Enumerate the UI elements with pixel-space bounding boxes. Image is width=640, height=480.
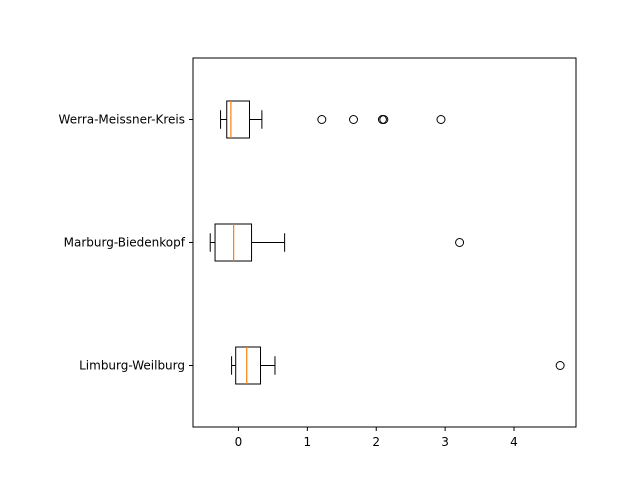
x-tick-label: 0 (235, 435, 243, 449)
box-iqr (226, 100, 250, 139)
y-axis: Limburg-Weilburg Marburg-Biedenkopf Werra-… (59, 113, 193, 373)
outlier-point (379, 115, 389, 124)
axes-frame (192, 57, 577, 428)
x-tick-label: 3 (441, 435, 449, 449)
box-group (209, 223, 465, 262)
box-group (231, 346, 565, 385)
outlier-point (455, 238, 465, 247)
y-tick-label: Limburg-Weilburg (79, 359, 185, 373)
x-tick-label: 4 (510, 435, 518, 449)
box-iqr (235, 346, 262, 385)
plot-area (209, 100, 565, 385)
y-tick-label: Werra-Meissner-Kreis (59, 113, 185, 127)
outlier-point (436, 115, 446, 124)
y-tick-label: Marburg-Biedenkopf (64, 236, 186, 250)
outlier-point (317, 115, 327, 124)
x-tick-label: 1 (304, 435, 312, 449)
box-group (220, 100, 446, 139)
x-axis: 0 1 2 3 4 (235, 427, 518, 449)
outlier-point (555, 361, 565, 370)
x-tick-label: 2 (372, 435, 380, 449)
outlier-point (349, 115, 359, 124)
